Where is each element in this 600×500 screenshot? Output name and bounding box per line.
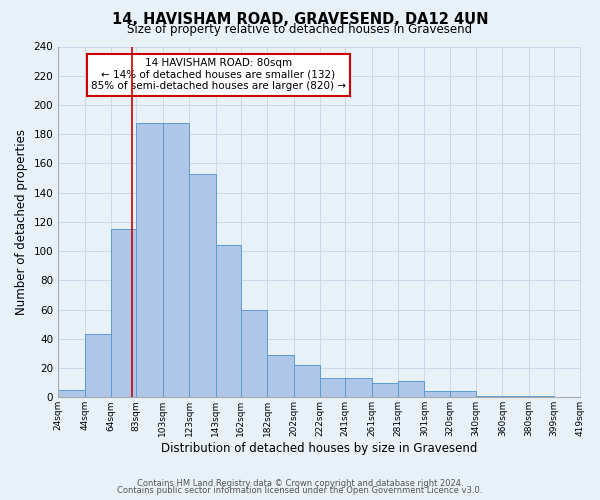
X-axis label: Distribution of detached houses by size in Gravesend: Distribution of detached houses by size … xyxy=(161,442,478,455)
Bar xyxy=(449,392,476,398)
Bar xyxy=(111,229,136,398)
Text: 14 HAVISHAM ROAD: 80sqm
← 14% of detached houses are smaller (132)
85% of semi-d: 14 HAVISHAM ROAD: 80sqm ← 14% of detache… xyxy=(91,58,346,92)
Text: Contains public sector information licensed under the Open Government Licence v3: Contains public sector information licen… xyxy=(118,486,482,495)
Bar xyxy=(215,246,241,398)
Bar xyxy=(371,382,398,398)
Bar xyxy=(136,122,163,398)
Bar xyxy=(85,334,111,398)
Text: 14, HAVISHAM ROAD, GRAVESEND, DA12 4UN: 14, HAVISHAM ROAD, GRAVESEND, DA12 4UN xyxy=(112,12,488,28)
Bar xyxy=(189,174,215,398)
Bar xyxy=(58,390,85,398)
Y-axis label: Number of detached properties: Number of detached properties xyxy=(15,129,28,315)
Bar xyxy=(293,365,320,398)
Bar xyxy=(241,310,267,398)
Bar xyxy=(267,355,293,398)
Bar xyxy=(163,122,189,398)
Text: Size of property relative to detached houses in Gravesend: Size of property relative to detached ho… xyxy=(127,22,473,36)
Bar xyxy=(529,396,554,398)
Bar xyxy=(476,396,502,398)
Text: Contains HM Land Registry data © Crown copyright and database right 2024.: Contains HM Land Registry data © Crown c… xyxy=(137,478,463,488)
Bar xyxy=(502,396,529,398)
Bar xyxy=(320,378,345,398)
Bar xyxy=(345,378,371,398)
Bar xyxy=(424,392,449,398)
Bar xyxy=(398,381,424,398)
